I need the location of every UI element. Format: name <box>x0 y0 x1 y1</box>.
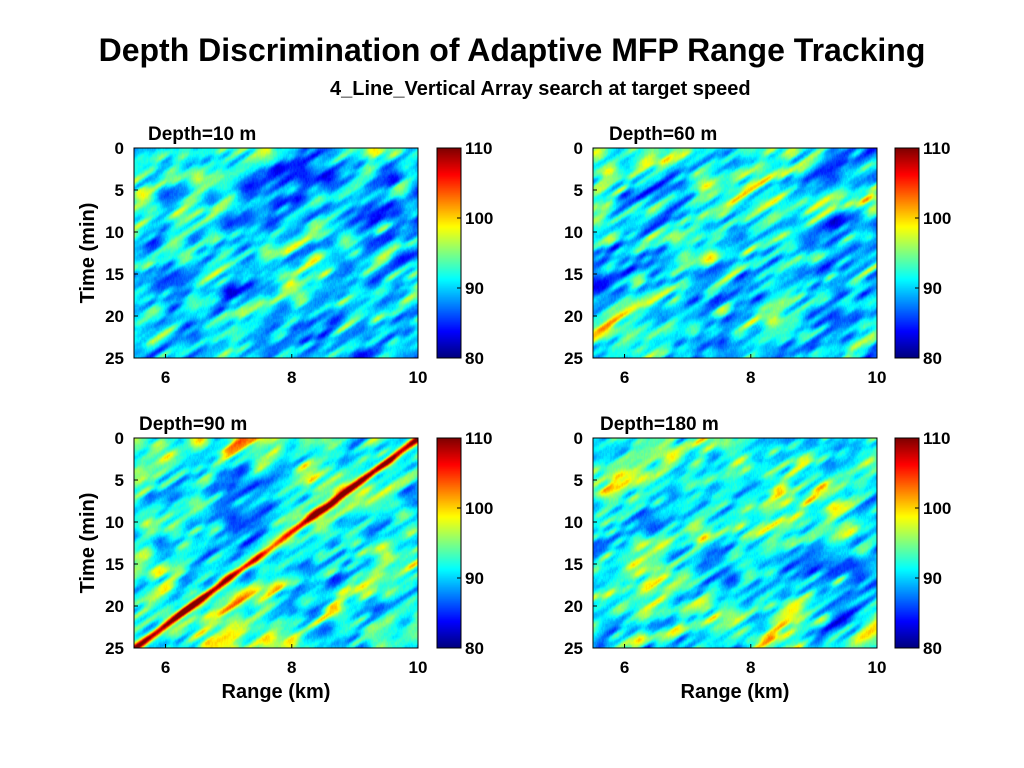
x-axis-label: Range (km) <box>681 681 790 703</box>
colorbar <box>895 148 919 358</box>
y-tick-label: 0 <box>574 429 583 448</box>
heatmap-image <box>134 438 418 648</box>
colorbar-tick-label: 100 <box>923 209 951 228</box>
y-tick-label: 15 <box>105 265 124 284</box>
page-title: Depth Discrimination of Adaptive MFP Ran… <box>98 32 926 68</box>
page-subtitle: 4_Line_Vertical Array search at target s… <box>330 78 751 100</box>
y-tick-label: 25 <box>105 349 124 368</box>
heatmap-panel: Depth=60 m 0 5 10 15 20 25 6 8 10 80 90 100 110 <box>564 124 951 387</box>
y-tick-label: 5 <box>115 181 124 200</box>
y-tick-label: 20 <box>564 307 583 326</box>
x-axis-label: Range (km) <box>222 681 331 703</box>
y-tick-label: 20 <box>105 597 124 616</box>
colorbar <box>437 148 461 358</box>
colorbar-tick-label: 110 <box>465 429 492 448</box>
plot-frame <box>592 437 878 649</box>
y-tick-label: 0 <box>574 139 583 158</box>
heatmap-image <box>134 148 418 358</box>
y-tick-label: 25 <box>564 639 583 658</box>
y-tick-label: 25 <box>564 349 583 368</box>
colorbar-tick-label: 110 <box>923 139 950 158</box>
colorbar-frame <box>436 147 462 359</box>
x-tick-label: 6 <box>620 658 629 677</box>
y-tick-label: 10 <box>564 513 583 532</box>
y-tick-label: 15 <box>564 555 583 574</box>
y-tick-label: 15 <box>105 555 124 574</box>
y-tick-label: 10 <box>105 223 124 242</box>
x-tick-label: 10 <box>868 368 887 387</box>
y-tick-label: 5 <box>574 181 583 200</box>
colorbar-tick-label: 80 <box>465 349 484 368</box>
plot-frame <box>592 147 878 359</box>
panel-title: Depth=180 m <box>600 414 719 435</box>
heatmap-panel: Depth=10 m 0 5 10 15 20 25 6 8 10 Time (min) 80 90 10… <box>77 124 493 387</box>
y-tick-label: 10 <box>564 223 583 242</box>
colorbar-tick-label: 100 <box>465 499 493 518</box>
y-axis-label: Time (min) <box>77 203 99 304</box>
colorbar-tick-label: 80 <box>465 639 484 658</box>
heatmap-panel: Depth=180 m 0 5 10 15 20 25 6 8 10 Range (km) 80 90 1… <box>564 414 951 703</box>
plot-frame <box>133 437 419 649</box>
colorbar-frame <box>894 147 920 359</box>
x-tick-label: 8 <box>746 368 755 387</box>
y-tick-label: 5 <box>574 471 583 490</box>
plot-frame <box>133 147 419 359</box>
y-tick-label: 20 <box>105 307 124 326</box>
colorbar-tick-label: 110 <box>923 429 950 448</box>
x-tick-label: 6 <box>161 658 170 677</box>
colorbar-tick-label: 90 <box>465 279 484 298</box>
colorbar-tick-label: 90 <box>923 279 942 298</box>
x-tick-label: 8 <box>287 368 296 387</box>
y-tick-label: 15 <box>564 265 583 284</box>
colorbar-tick-label: 90 <box>923 569 942 588</box>
colorbar-tick-label: 80 <box>923 349 942 368</box>
x-tick-label: 6 <box>620 368 629 387</box>
x-tick-label: 8 <box>746 658 755 677</box>
colorbar-frame <box>894 437 920 649</box>
panel-title: Depth=10 m <box>148 124 256 145</box>
colorbar-tick-label: 90 <box>465 569 484 588</box>
y-axis-label: Time (min) <box>77 493 99 594</box>
x-tick-label: 8 <box>287 658 296 677</box>
colorbar <box>895 438 919 648</box>
y-tick-label: 0 <box>115 139 124 158</box>
heatmap-image <box>593 148 877 358</box>
colorbar-tick-label: 100 <box>923 499 951 518</box>
y-tick-label: 10 <box>105 513 124 532</box>
x-tick-label: 10 <box>868 658 887 677</box>
colorbar-tick-label: 110 <box>465 139 492 158</box>
panel-title: Depth=60 m <box>609 124 717 145</box>
x-tick-label: 6 <box>161 368 170 387</box>
y-tick-label: 20 <box>564 597 583 616</box>
y-tick-label: 0 <box>115 429 124 448</box>
y-tick-label: 5 <box>115 471 124 490</box>
panel-title: Depth=90 m <box>139 414 247 435</box>
x-tick-label: 10 <box>409 368 428 387</box>
heatmap-panel: Depth=90 m 0 5 10 15 20 25 6 8 10 Time (min) Range … <box>77 414 493 703</box>
colorbar-frame <box>436 437 462 649</box>
colorbar-tick-label: 80 <box>923 639 942 658</box>
colorbar-tick-label: 100 <box>465 209 493 228</box>
heatmap-image <box>593 438 877 648</box>
y-tick-label: 25 <box>105 639 124 658</box>
x-tick-label: 10 <box>409 658 428 677</box>
colorbar <box>437 438 461 648</box>
